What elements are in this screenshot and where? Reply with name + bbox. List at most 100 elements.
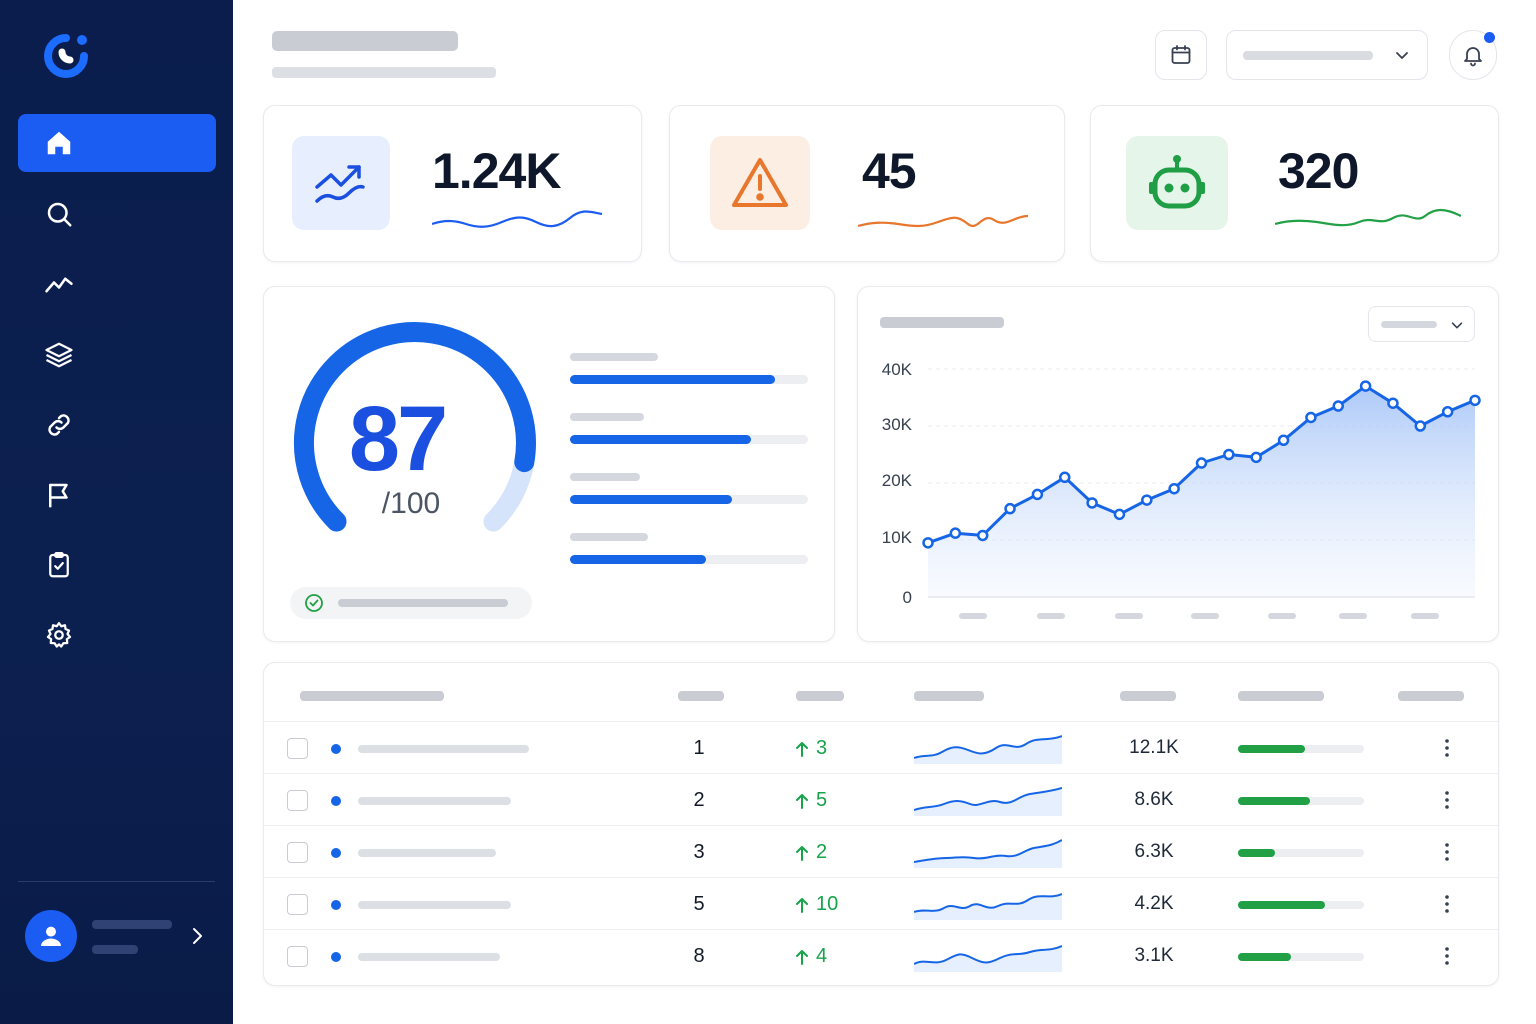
row-sparkline <box>914 839 1062 868</box>
row-change: 4 <box>794 945 827 968</box>
row-volume: 4.2K <box>1134 893 1174 914</box>
column-header-placeholder[interactable] <box>1120 691 1176 701</box>
search-icon <box>47 202 72 227</box>
metric-bar-fill <box>570 555 706 564</box>
date-range-select[interactable] <box>1226 30 1428 80</box>
data-point[interactable] <box>1250 451 1262 464</box>
data-point[interactable] <box>1031 488 1044 501</box>
bell-icon <box>1464 47 1482 67</box>
data-point[interactable] <box>949 527 962 539</box>
data-point[interactable] <box>1059 471 1071 484</box>
column-header-placeholder[interactable] <box>1238 691 1324 701</box>
row-volume: 3.1K <box>1134 945 1174 966</box>
row-change-value: 3 <box>816 737 828 759</box>
link-icon <box>48 414 70 436</box>
data-point[interactable] <box>1305 411 1317 424</box>
row-status-dot <box>331 848 341 858</box>
kpi-value: 45 <box>862 143 917 199</box>
more-options-icon[interactable] <box>1436 840 1458 864</box>
column-header-placeholder[interactable] <box>300 691 444 701</box>
sidebar-item-tasks[interactable] <box>18 536 216 594</box>
more-options-icon[interactable] <box>1436 944 1458 968</box>
series-area <box>928 386 1475 597</box>
row-rank: 5 <box>693 893 705 915</box>
user-name-placeholder <box>92 920 172 929</box>
table-row[interactable]: 5 10 4.2K <box>264 877 1498 929</box>
data-point[interactable] <box>1195 457 1208 469</box>
data-point[interactable] <box>1387 397 1399 409</box>
row-status-dot <box>331 952 341 962</box>
sidebar-item-home[interactable] <box>18 114 216 172</box>
more-options-icon[interactable] <box>1436 892 1458 916</box>
row-rank: 1 <box>693 737 705 759</box>
trend-icon <box>45 277 73 293</box>
column-header-placeholder[interactable] <box>914 691 984 701</box>
arrow-up-icon <box>796 897 808 913</box>
table-row[interactable]: 1 3 12.1K <box>264 721 1498 773</box>
row-checkbox[interactable] <box>287 946 308 967</box>
page-subtitle-placeholder <box>272 67 496 78</box>
column-header-placeholder[interactable] <box>1398 691 1464 701</box>
chevron-right-icon[interactable] <box>186 924 208 948</box>
y-tick-label: 30K <box>881 415 912 434</box>
sidebar-item-layers[interactable] <box>18 326 216 384</box>
kpi-card-bots: 320 <box>1090 105 1499 262</box>
metric-bar-fill <box>570 375 775 384</box>
data-point[interactable] <box>1277 434 1290 446</box>
row-progress <box>1238 797 1364 805</box>
data-point[interactable] <box>1441 406 1454 418</box>
kpi-card-growth: 1.24K <box>263 105 642 262</box>
row-sparkline <box>914 945 1062 972</box>
data-point[interactable] <box>1004 502 1016 515</box>
chart-period-select[interactable] <box>1368 306 1475 342</box>
data-point[interactable] <box>1332 400 1344 412</box>
trend-up-icon <box>315 165 365 203</box>
data-point[interactable] <box>1469 394 1481 407</box>
data-point[interactable] <box>1086 497 1098 509</box>
data-point[interactable] <box>922 537 934 549</box>
data-point[interactable] <box>1113 508 1126 521</box>
data-point[interactable] <box>1223 448 1235 461</box>
kpi-value: 320 <box>1278 143 1359 199</box>
chevron-down-icon <box>1451 322 1463 329</box>
score-card: 87 /100 <box>263 286 835 642</box>
keywords-table: 1 3 12.1K 2 5 8.6K 3 2 6.3K 5 10 4.2K <box>263 662 1499 986</box>
table-row[interactable]: 3 2 6.3K <box>264 825 1498 877</box>
avatar[interactable] <box>25 910 77 962</box>
row-sparkline <box>914 787 1062 816</box>
data-point[interactable] <box>976 529 989 542</box>
warning-icon <box>732 158 788 207</box>
table-row[interactable]: 2 5 8.6K <box>264 773 1498 825</box>
data-point[interactable] <box>1141 494 1153 506</box>
row-checkbox[interactable] <box>287 738 308 759</box>
row-checkbox[interactable] <box>287 790 308 811</box>
sidebar-item-analytics[interactable] <box>18 256 216 314</box>
calendar-button[interactable] <box>1155 30 1207 80</box>
data-point[interactable] <box>1414 420 1427 432</box>
period-value-placeholder <box>1381 321 1437 328</box>
sidebar-item-settings[interactable] <box>18 606 216 664</box>
data-point[interactable] <box>1168 482 1180 495</box>
kpi-sparkline <box>1275 208 1461 227</box>
row-checkbox[interactable] <box>287 894 308 915</box>
table-row[interactable]: 8 4 3.1K <box>264 929 1498 981</box>
row-progress-fill <box>1238 797 1310 805</box>
metric-bar-fill <box>570 435 751 444</box>
gear-icon <box>46 622 72 648</box>
arrow-up-icon <box>796 793 808 809</box>
column-header-placeholder[interactable] <box>678 691 724 701</box>
data-point[interactable] <box>1359 380 1372 392</box>
row-status-dot <box>331 900 341 910</box>
logo-icon[interactable] <box>40 30 92 82</box>
sidebar-item-search[interactable] <box>18 185 216 243</box>
row-rank: 3 <box>693 841 705 863</box>
row-label-placeholder <box>358 953 500 961</box>
more-options-icon[interactable] <box>1436 788 1458 812</box>
row-status-dot <box>331 744 341 754</box>
row-volume: 8.6K <box>1134 789 1174 810</box>
sidebar-item-flags[interactable] <box>18 466 216 524</box>
row-checkbox[interactable] <box>287 842 308 863</box>
sidebar-item-links[interactable] <box>18 396 216 454</box>
more-options-icon[interactable] <box>1436 736 1458 760</box>
column-header-placeholder[interactable] <box>796 691 844 701</box>
